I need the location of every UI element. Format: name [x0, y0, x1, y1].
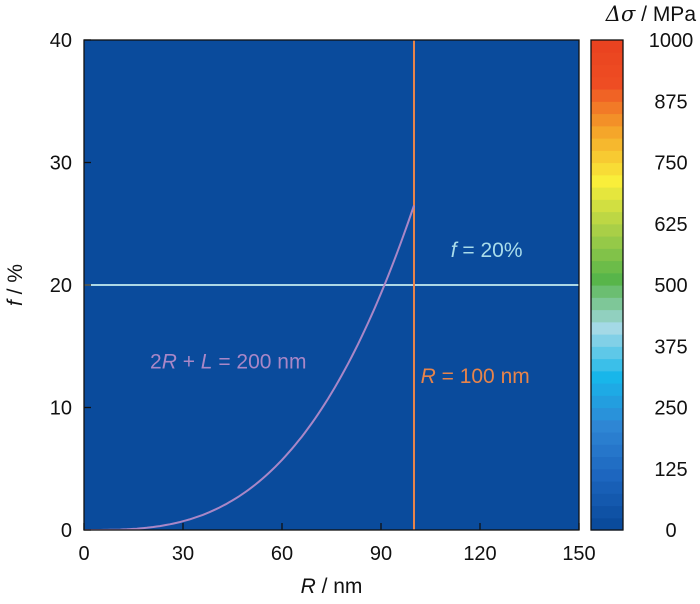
annotation-part: = 200 nm	[212, 350, 306, 373]
heatmap-field	[84, 40, 579, 530]
x-tick-label: 0	[78, 543, 89, 565]
colorbar-band	[591, 285, 623, 298]
annotation-r100: R = 100 nm	[421, 365, 530, 388]
colorbar-band	[591, 517, 623, 531]
colorbar-band	[591, 481, 623, 494]
colorbar-band	[591, 199, 623, 213]
colorbar-band	[591, 52, 623, 66]
colorbar-band	[591, 309, 623, 323]
colorbar-band	[591, 101, 623, 115]
y-tick-label: 40	[50, 30, 72, 52]
colorbar-band	[591, 113, 623, 127]
colorbar-frame	[590, 39, 624, 531]
x-axis-title: R / nm	[301, 575, 363, 598]
annotation-part: = 100 nm	[436, 365, 530, 388]
colorbar-band	[591, 444, 623, 458]
colorbar-tick-label: 125	[654, 459, 687, 481]
annotation-part: R	[162, 350, 177, 373]
colorbar-tick-label: 0	[665, 520, 676, 542]
colorbar-band	[591, 346, 623, 360]
colorbar-band	[591, 174, 623, 188]
colorbar-tick-label: 500	[654, 275, 687, 297]
x-tick-label: 60	[271, 543, 293, 565]
x-tick-label: 90	[370, 543, 392, 565]
annotation-part: R	[421, 365, 436, 388]
colorbar-band	[591, 40, 623, 53]
colorbar-band	[591, 297, 623, 311]
colorbar-band	[591, 493, 623, 507]
annotation-part: 2	[150, 350, 162, 373]
colorbar-band	[591, 370, 623, 384]
overlay-lines	[84, 40, 579, 530]
colorbar-band	[591, 505, 623, 519]
annotation-part: +	[177, 350, 201, 373]
colorbar-band	[591, 89, 623, 102]
colorbar-band	[591, 150, 623, 164]
x-axis-title-unit: / nm	[316, 575, 363, 598]
colorbar-title-symbol: Δσ	[605, 2, 636, 26]
annotation-curve: 2R + L = 200 nm	[150, 350, 306, 373]
curve-2r-plus-l	[84, 205, 415, 530]
colorbar-band	[591, 383, 623, 396]
colorbar-title: Δσ / MPa	[605, 2, 697, 26]
axes: 0 30 60 90 120 150 0 10 20 30 40 R / nm f / %	[4, 30, 596, 598]
colorbar-band	[591, 468, 623, 482]
colorbar-tick-label: 750	[654, 153, 687, 175]
colorbar: 0 125 250 375 500 625 750 875 1000 Δσ / MPa	[590, 2, 697, 542]
colorbar-band	[591, 358, 623, 372]
colorbar-band	[591, 334, 623, 347]
colorbar-tick-label: 875	[654, 91, 687, 113]
x-tick-label: 120	[463, 543, 496, 565]
colorbar-band	[591, 248, 623, 262]
colorbar-band	[591, 395, 623, 409]
colorbar-band	[591, 138, 623, 151]
colorbar-band	[591, 125, 623, 139]
colorbar-band	[591, 272, 623, 286]
colorbar-band	[591, 223, 623, 237]
colorbar-tick-label: 625	[654, 214, 687, 236]
colorbar-band	[591, 407, 623, 421]
x-tick-label: 150	[562, 543, 595, 565]
colorbar-band	[591, 236, 623, 249]
annotation-part: L	[201, 350, 213, 373]
x-tick-label: 30	[172, 543, 194, 565]
colorbar-band	[591, 211, 623, 225]
y-tick-label: 10	[50, 398, 72, 420]
colorbar-band	[591, 76, 623, 90]
colorbar-band	[591, 419, 623, 433]
colorbar-band	[591, 260, 623, 274]
y-axis-title-unit: / %	[4, 264, 27, 300]
colorbar-tick-label: 1000	[649, 30, 694, 52]
colorbar-band	[591, 64, 623, 78]
colorbar-title-unit: / MPa	[635, 3, 696, 26]
y-tick-label: 0	[61, 520, 72, 542]
annotation-f20: f = 20%	[451, 239, 523, 262]
y-axis-title: f / %	[4, 264, 27, 306]
annotation-part: = 20%	[457, 239, 523, 262]
colorbar-band	[591, 187, 623, 200]
colorbar-tick-label: 375	[654, 336, 687, 358]
colorbar-band	[591, 321, 623, 335]
annotation-part: f	[451, 239, 459, 262]
colorbar-band	[591, 162, 623, 176]
y-tick-label: 20	[50, 275, 72, 297]
colorbar-band	[591, 432, 623, 445]
colorbar-tick-label: 250	[654, 398, 687, 420]
y-tick-label: 30	[50, 153, 72, 175]
y-axis-title-var: f	[4, 298, 27, 306]
colorbar-band	[591, 456, 623, 470]
x-axis-title-var: R	[301, 575, 316, 598]
